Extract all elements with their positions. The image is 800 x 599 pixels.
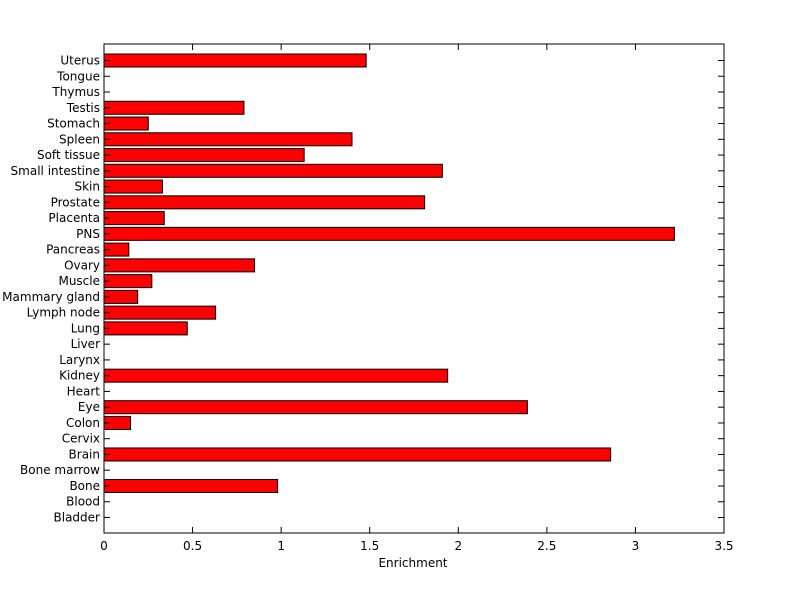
- y-tick-label: Prostate: [51, 195, 100, 209]
- bar-brain: [103, 447, 612, 462]
- bar-testis: [103, 100, 245, 115]
- plot-frame: [103, 43, 725, 534]
- bar-ovary: [103, 258, 256, 273]
- y-tick-label: Heart: [67, 384, 101, 398]
- x-axis-label: Enrichment: [378, 556, 447, 570]
- y-tick-label: Thymus: [51, 85, 100, 99]
- bar-kidney: [103, 368, 449, 383]
- bar-uterus: [103, 53, 367, 68]
- y-tick-label: Pancreas: [46, 243, 100, 257]
- y-tick-label: Testis: [66, 101, 100, 115]
- y-tick-label: Cervix: [62, 432, 100, 446]
- bar-muscle: [103, 274, 153, 289]
- x-tick-label: 3: [632, 539, 640, 553]
- x-tick-label: 3.5: [714, 539, 733, 553]
- y-tick-label: Liver: [71, 337, 101, 351]
- bar-soft-tissue: [103, 148, 305, 163]
- y-tick-label: PNS: [76, 227, 100, 241]
- y-tick-label: Ovary: [64, 258, 100, 272]
- y-tick-label: Mammary gland: [2, 290, 100, 304]
- y-tick-label: Colon: [66, 416, 100, 430]
- bar-stomach: [103, 116, 149, 131]
- bar-pns: [103, 226, 675, 241]
- y-tick-label: Uterus: [60, 54, 100, 68]
- y-tick-label: Eye: [78, 400, 100, 414]
- y-tick-label: Larynx: [59, 353, 100, 367]
- bar-prostate: [103, 195, 426, 210]
- y-tick-label: Lymph node: [27, 306, 100, 320]
- x-tick-label: 0: [100, 539, 108, 553]
- bar-placenta: [103, 211, 165, 226]
- bar-lung: [103, 321, 188, 336]
- x-tick-label: 2.5: [537, 539, 556, 553]
- bar-spleen: [103, 132, 353, 147]
- bar-small-intestine: [103, 163, 443, 178]
- y-tick-label: Spleen: [59, 132, 100, 146]
- y-tick-label: Bone: [69, 479, 100, 493]
- y-tick-label: Bone marrow: [20, 463, 100, 477]
- y-tick-label: Small intestine: [11, 164, 100, 178]
- y-tick-label: Placenta: [48, 211, 100, 225]
- y-tick-label: Muscle: [58, 274, 100, 288]
- y-tick-label: Stomach: [47, 117, 100, 131]
- y-tick-label: Bladder: [54, 511, 101, 525]
- y-tick-label: Tongue: [56, 69, 100, 83]
- y-tick-label: Soft tissue: [37, 148, 100, 162]
- x-tick-label: 0.5: [183, 539, 202, 553]
- y-tick-label: Lung: [71, 321, 100, 335]
- x-tick-label: 1.5: [360, 539, 379, 553]
- y-tick-label: Blood: [66, 495, 100, 509]
- y-tick-label: Kidney: [59, 369, 100, 383]
- bar-bone: [103, 478, 279, 493]
- bar-eye: [103, 400, 528, 415]
- bar-lymph-node: [103, 305, 217, 320]
- bar-skin: [103, 179, 163, 194]
- x-tick-label: 2: [454, 539, 462, 553]
- y-tick-label: Skin: [74, 180, 100, 194]
- x-tick-label: 1: [277, 539, 285, 553]
- y-tick-label: Brain: [69, 447, 100, 461]
